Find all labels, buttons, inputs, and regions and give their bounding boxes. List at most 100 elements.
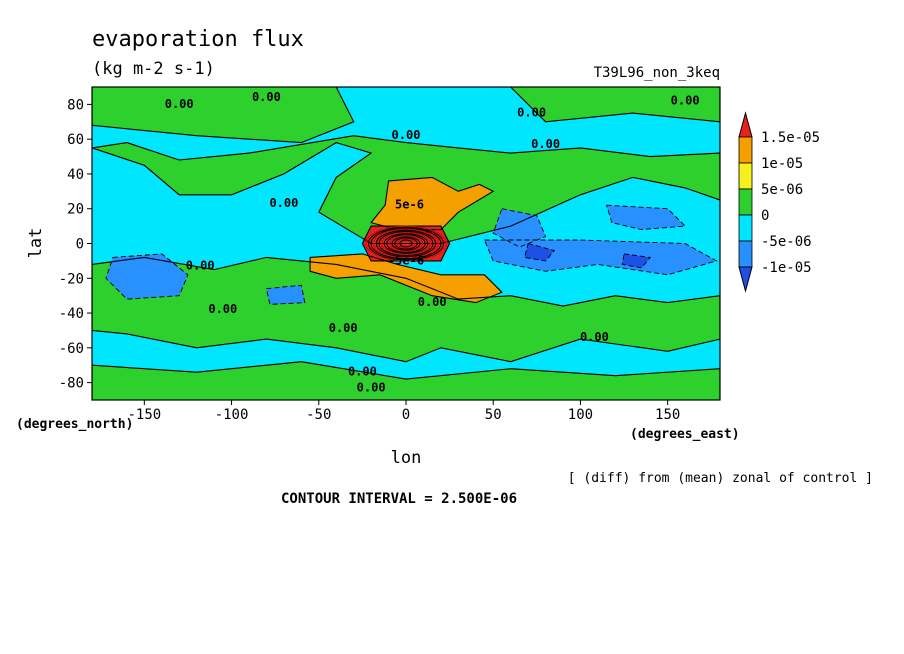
contour-line-4 — [92, 361, 720, 400]
diff-note: [ (diff) from (mean) zonal of control ] — [568, 471, 873, 486]
contour-label-10: 0.00 — [580, 330, 609, 344]
contour-label-13: 5e-6 — [395, 198, 424, 212]
contour-line-6 — [309, 253, 503, 304]
colorbar-label-5: -1e-05 — [761, 260, 812, 276]
field-region-11 — [606, 205, 686, 230]
x-tick-label-5: 100 — [568, 407, 593, 423]
colorbar-seg-1 — [738, 136, 753, 164]
contour-line-7 — [105, 253, 189, 300]
contour-labels: 0.00 0.000.000.000.000.000.000.000.000.00… — [165, 90, 700, 394]
contour-label-8: 0.00 — [208, 302, 237, 316]
contour-line-5 — [370, 176, 495, 231]
x-unit-label: (degrees_east) — [630, 427, 740, 442]
contour-label-7: 0.00 — [186, 259, 215, 273]
colorbar-seg-4 — [738, 214, 753, 242]
x-tick-label-1: -100 — [215, 407, 249, 423]
field-regions — [92, 87, 720, 400]
x-tick-label-2: -50 — [306, 407, 331, 423]
field-region-13 — [622, 253, 651, 268]
field-region-9 — [493, 208, 546, 247]
contour-line-10 — [483, 239, 718, 276]
core-contour-8 — [386, 234, 426, 253]
y-tick-label-4: 0 — [76, 237, 84, 253]
y-tick-label-7: -60 — [59, 341, 84, 357]
field-region-0 — [92, 87, 354, 143]
colorbar-seg-6 — [738, 266, 753, 293]
x-axis: -150 -100 -50 0 50 100 150 — [127, 400, 680, 423]
contour-label-9: 0.00 — [329, 321, 358, 335]
x-tick-label-6: 150 — [655, 407, 680, 423]
contour-line-12 — [524, 242, 556, 262]
x-tick-label-3: 0 — [402, 407, 410, 423]
contour-line-2 — [92, 135, 720, 245]
contour-line-1 — [509, 87, 720, 123]
core-contour-6 — [381, 232, 431, 255]
field-region-12 — [524, 243, 555, 261]
contour-label-4: 0.00 — [531, 137, 560, 151]
contour-line-11 — [605, 204, 687, 231]
x-tick-label-4: 50 — [485, 407, 502, 423]
field-region-5 — [371, 177, 494, 230]
y-tick-label-8: -80 — [59, 376, 84, 392]
y-tick-label-5: -20 — [59, 271, 84, 287]
contour-label-5: 0.00 — [671, 93, 700, 107]
core-contour-11 — [394, 237, 418, 250]
chart-title: evaporation flux — [92, 27, 304, 52]
y-axis-label: lat — [26, 228, 46, 259]
field-region-1 — [510, 87, 720, 122]
colorbar-seg-3 — [738, 188, 753, 216]
colorbar-seg-5 — [738, 240, 753, 268]
core-contour-10 — [391, 236, 421, 251]
core-contour-3 — [373, 228, 439, 259]
colorbar-seg-2 — [738, 162, 753, 190]
contour-interval-label: CONTOUR INTERVAL = 2.500E-06 — [281, 491, 517, 507]
run-label: T39L96_non_3keq — [594, 65, 720, 81]
field-region-3 — [92, 257, 720, 362]
y-unit-label: (degrees_north) — [16, 417, 133, 432]
contour-line-8 — [265, 284, 306, 305]
contour-label-0: 0.00 — [165, 97, 194, 111]
contour-label-15: 0.00 — [418, 295, 447, 309]
contour-label-1: 0.00 — [252, 90, 281, 104]
core-contour-12 — [396, 238, 416, 249]
contour-label-11: 0.00 — [348, 365, 377, 379]
y-tick-label-2: 40 — [67, 167, 84, 183]
colorbar-label-0: 1.5e-05 — [761, 130, 820, 146]
y-axis: 80 60 40 20 0 -20 -40 -60 -80 — [59, 97, 92, 392]
colorbar-label-1: 1e-05 — [761, 156, 803, 172]
core-contour-1 — [368, 226, 444, 261]
contour-lines — [92, 87, 720, 400]
contour-line-13 — [621, 253, 652, 269]
core-contour-7 — [383, 233, 429, 254]
colorbar-seg-0 — [738, 111, 753, 138]
contour-label-2: 0.00 — [392, 128, 421, 142]
core-contour-2 — [370, 227, 442, 260]
x-tick-label-0: -150 — [127, 407, 161, 423]
x-axis-label: lon — [391, 448, 422, 468]
core-contour-13 — [399, 239, 413, 248]
colorbar-label-3: 0 — [761, 208, 769, 224]
core-contour-5 — [378, 231, 434, 256]
chart-subtitle: (kg m-2 s-1) — [92, 59, 215, 79]
contour-label-14: -5e-6 — [388, 253, 424, 267]
colorbar-label-4: -5e-06 — [761, 234, 812, 250]
field-region-4 — [92, 361, 720, 400]
contour-line-3 — [92, 256, 720, 363]
contour-line-9 — [492, 208, 547, 248]
colorbar: 1.5e-05 1e-05 5e-06 0 -5e-06 -1e-05 — [738, 111, 820, 293]
core-contour-4 — [375, 229, 437, 258]
contour-label-12: 0.00 — [357, 380, 386, 394]
colorbar-label-2: 5e-06 — [761, 182, 803, 198]
field-region-7 — [106, 253, 188, 300]
contour-label-3: 0.00 — [517, 106, 546, 120]
core-contour-0 — [365, 225, 447, 262]
y-tick-label-3: 20 — [67, 202, 84, 218]
contour-line-14 — [361, 225, 451, 262]
y-tick-label-6: -40 — [59, 306, 84, 322]
field-region-8 — [266, 285, 305, 305]
contour-label-6: 0.00 — [269, 196, 298, 210]
core-contour-9 — [388, 235, 424, 252]
contour-line-0 — [92, 87, 355, 144]
y-tick-label-1: 60 — [67, 132, 84, 148]
